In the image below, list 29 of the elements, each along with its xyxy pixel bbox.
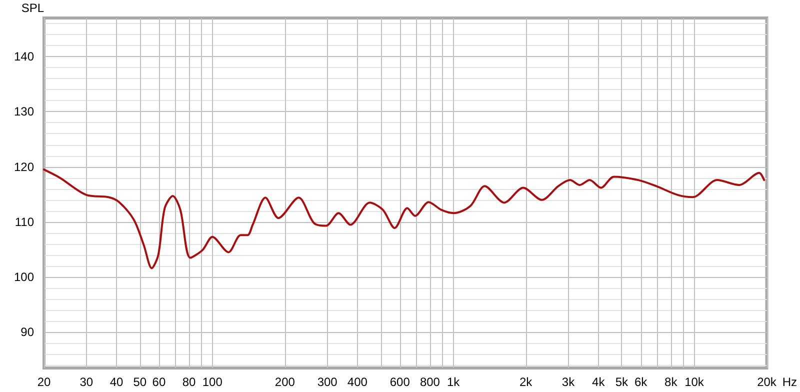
y-tick-label: 110	[14, 214, 34, 229]
x-tick-label: 200	[274, 375, 296, 389]
x-tick-label: 60	[152, 375, 166, 389]
y-tick-label: 140	[14, 50, 34, 64]
y-axis-title: SPL	[21, 1, 44, 15]
x-axis-title: Hz	[782, 375, 798, 389]
x-tick-label: 20	[37, 375, 51, 389]
x-tick-label: 3k	[562, 375, 576, 389]
x-tick-label: 40	[110, 375, 124, 389]
x-tick-label: 80	[182, 375, 196, 389]
x-tick-label: 10k	[684, 375, 705, 389]
x-tick-label: 400	[347, 375, 368, 389]
y-tick-label: 120	[14, 160, 34, 174]
x-tick-label: 1k	[446, 375, 461, 389]
x-tick-label: 100	[202, 375, 223, 389]
x-tick-label: 50	[133, 375, 147, 389]
x-tick-label: 300	[317, 375, 338, 389]
x-tick-label: 800	[420, 375, 440, 389]
x-tick-label: 600	[390, 375, 410, 389]
x-tick-label: 30	[80, 375, 94, 389]
x-tick-label: 6k	[634, 375, 648, 389]
x-tick-label: 8k	[664, 375, 678, 389]
x-tick-label: 20k	[757, 375, 778, 389]
y-tick-label: 90	[20, 325, 34, 340]
x-tick-label: 4k	[592, 375, 606, 389]
y-tick-label: 100	[14, 270, 34, 284]
x-tick-label: 2k	[519, 375, 534, 389]
x-tick-label: 5k	[615, 375, 630, 389]
y-tick-label: 130	[14, 104, 34, 119]
